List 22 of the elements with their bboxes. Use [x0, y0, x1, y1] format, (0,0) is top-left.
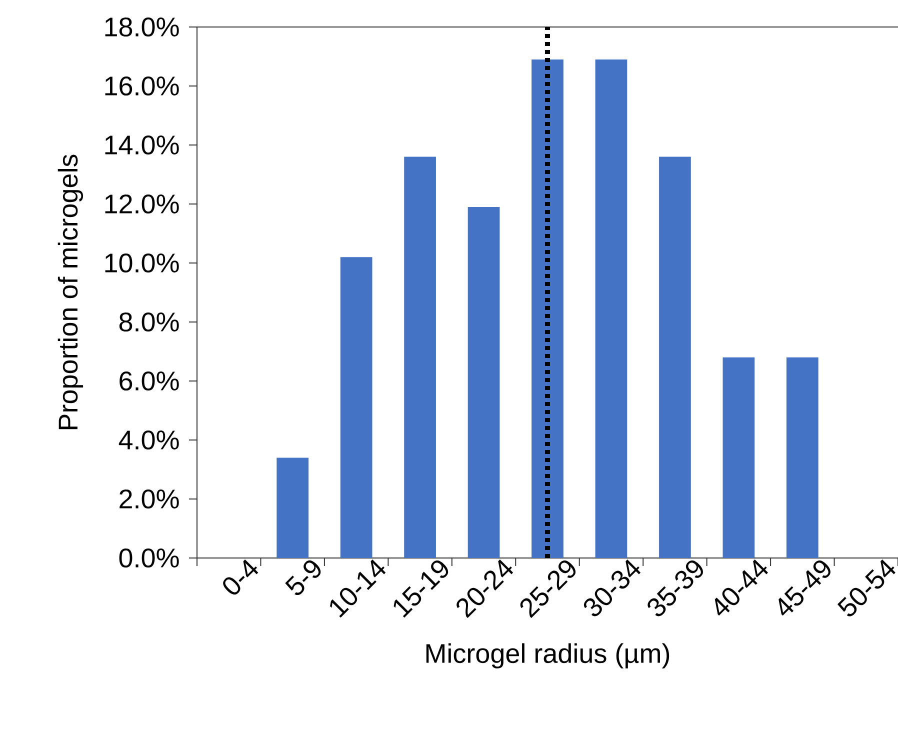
- y-tick-label: 10.0%: [105, 253, 179, 273]
- y-tick-label: 14.0%: [105, 135, 179, 155]
- bar: [276, 458, 309, 558]
- x-tick-label: 5-9: [285, 560, 321, 596]
- y-tick-label: 0.0%: [119, 548, 179, 568]
- y-tick-label: 18.0%: [105, 17, 179, 37]
- bar: [595, 59, 628, 558]
- y-tick-label: 16.0%: [105, 76, 179, 96]
- bar: [659, 156, 691, 558]
- y-tick-label: 12.0%: [105, 194, 179, 214]
- bar: [786, 357, 818, 558]
- y-tick-label: 6.0%: [120, 371, 179, 391]
- y-tick-label: 8.0%: [119, 312, 179, 332]
- bar: [340, 257, 372, 558]
- y-tick-label: 2.0%: [120, 489, 179, 509]
- x-axis-title: Microgel radius (µm): [426, 643, 670, 668]
- x-tick-label: 0-4: [223, 559, 258, 595]
- y-tick-label: 4.0%: [118, 430, 179, 450]
- y-axis-title: Proportion of microgels: [58, 154, 84, 430]
- bar: [468, 206, 500, 558]
- bar: [722, 357, 755, 558]
- bar: [404, 156, 436, 558]
